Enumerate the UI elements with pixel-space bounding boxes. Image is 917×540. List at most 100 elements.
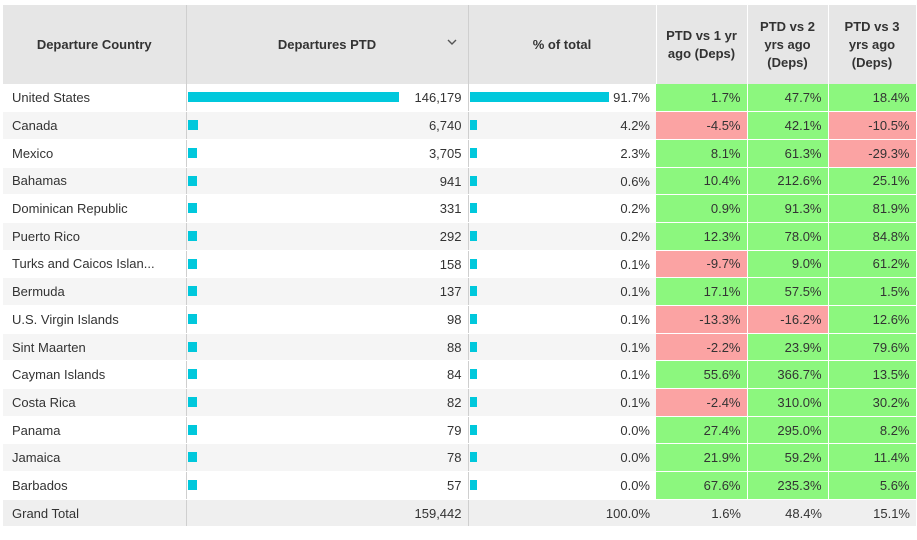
pct-total-value: 0.1%	[620, 256, 650, 272]
table-row[interactable]: Costa Rica 82 0.1% -2.4% 310.0% 30.2%	[3, 388, 917, 417]
grand-total-label: Grand Total	[3, 499, 187, 527]
pct-total-value: 91.7%	[613, 90, 650, 105]
departures-value: 3,705	[428, 145, 462, 161]
departures-cell: 88	[186, 333, 469, 362]
pct-total-bar	[469, 369, 477, 380]
ptd-vs-2yrs-cell: 78.0%	[747, 222, 829, 251]
country-cell: U.S. Virgin Islands	[3, 305, 187, 334]
departures-cell: 3,705	[186, 139, 469, 168]
ptd-vs-3yrs-cell: 84.8%	[828, 222, 917, 251]
table-row[interactable]: Sint Maarten 88 0.1% -2.2% 23.9% 79.6%	[3, 333, 917, 362]
pct-total-cell: 0.1%	[468, 277, 656, 306]
pct-total-bar	[469, 286, 477, 297]
header-ptd-vs-1yr[interactable]: PTD vs 1 yr ago (Deps)	[656, 5, 748, 84]
table-row[interactable]: Barbados 57 0.0% 67.6% 235.3% 5.6%	[3, 471, 917, 500]
departures-bar	[187, 369, 197, 380]
departures-value: 292	[439, 228, 462, 244]
country-cell: Panama	[3, 416, 187, 445]
pct-total-bar	[469, 397, 477, 408]
pct-total-bar	[469, 92, 609, 102]
pct-total-cell: 0.2%	[468, 222, 656, 251]
departures-bar	[187, 92, 399, 102]
ptd-vs-1yr-cell: -2.4%	[656, 388, 748, 417]
departures-bar	[187, 286, 197, 297]
pct-total-cell: 2.3%	[468, 139, 656, 168]
grand-total-vs-3yrs: 15.1%	[828, 499, 916, 527]
pct-total-bar	[469, 258, 477, 269]
departures-cell: 146,179	[186, 84, 469, 113]
pct-total-bar	[469, 175, 477, 186]
table-row[interactable]: Mexico 3,705 2.3% 8.1% 61.3% -29.3%	[3, 139, 917, 168]
pct-total-cell: 0.1%	[468, 305, 656, 334]
table-row[interactable]: Puerto Rico 292 0.2% 12.3% 78.0% 84.8%	[3, 222, 917, 251]
pct-total-cell: 0.6%	[468, 167, 656, 196]
pct-total-bar	[469, 424, 477, 435]
table-row[interactable]: Canada 6,740 4.2% -4.5% 42.1% -10.5%	[3, 111, 917, 140]
table-row[interactable]: Jamaica 78 0.0% 21.9% 59.2% 11.4%	[3, 443, 917, 473]
table-row[interactable]: U.S. Virgin Islands 98 0.1% -13.3% -16.2% 12.…	[3, 305, 917, 334]
pct-total-value: 0.1%	[620, 395, 650, 411]
pct-total-value: 0.0%	[620, 450, 650, 466]
departures-bar	[187, 480, 197, 491]
table-row[interactable]: United States 146,179 91.7% 1.7% 47.7% 18.4%	[3, 84, 917, 113]
table-row[interactable]: Bermuda 137 0.1% 17.1% 57.5% 1.5%	[3, 277, 917, 306]
header-pct-of-total[interactable]: % of total	[468, 5, 657, 84]
ptd-vs-3yrs-cell: 13.5%	[828, 360, 917, 390]
header-departures-label: Departures PTD	[277, 36, 377, 52]
pct-total-cell: 0.1%	[468, 250, 656, 279]
grand-total-departures: 159,442	[186, 499, 469, 527]
departures-cell: 84	[186, 360, 469, 390]
departures-cell: 79	[186, 416, 469, 445]
ptd-vs-1yr-cell: -2.2%	[656, 333, 748, 362]
pct-total-value: 0.1%	[620, 312, 650, 327]
ptd-vs-1yr-cell: -4.5%	[656, 111, 748, 140]
country-cell: Canada	[3, 111, 187, 140]
pct-total-value: 4.2%	[620, 118, 650, 134]
departures-table-container: Departure Country Departures PTD % of to…	[3, 5, 917, 527]
departures-value: 137	[439, 284, 462, 300]
departures-bar	[187, 203, 197, 214]
header-ptd-vs-2yrs[interactable]: PTD vs 2 yrs ago (Deps)	[747, 5, 829, 84]
pct-total-cell: 91.7%	[468, 84, 656, 113]
header-departure-country[interactable]: Departure Country	[3, 5, 187, 84]
country-cell: United States	[3, 84, 187, 113]
ptd-vs-2yrs-cell: 23.9%	[747, 333, 829, 362]
departures-bar	[187, 175, 197, 186]
departures-cell: 292	[186, 222, 469, 251]
departures-cell: 941	[186, 167, 469, 196]
pct-total-bar	[469, 452, 477, 463]
chevron-down-icon[interactable]	[446, 36, 458, 48]
ptd-vs-2yrs-cell: 57.5%	[747, 277, 829, 306]
country-cell: Costa Rica	[3, 388, 187, 417]
ptd-vs-3yrs-cell: 81.9%	[828, 194, 917, 223]
grand-total-pct: 100.0%	[468, 499, 656, 527]
ptd-vs-3yrs-cell: 8.2%	[828, 416, 917, 445]
table-row[interactable]: Cayman Islands 84 0.1% 55.6% 366.7% 13.5%	[3, 360, 917, 390]
pct-total-bar	[469, 230, 477, 241]
ptd-vs-2yrs-cell: 9.0%	[747, 250, 829, 279]
pct-total-cell: 0.0%	[468, 471, 656, 500]
header-departures-ptd[interactable]: Departures PTD	[186, 5, 469, 84]
ptd-vs-2yrs-cell: 47.7%	[747, 84, 829, 113]
pct-total-value: 0.0%	[620, 422, 650, 438]
ptd-vs-3yrs-cell: 61.2%	[828, 250, 917, 279]
header-ptd-vs-3yrs[interactable]: PTD vs 3 yrs ago (Deps)	[828, 5, 917, 84]
table-row[interactable]: Bahamas 941 0.6% 10.4% 212.6% 25.1%	[3, 167, 917, 196]
ptd-vs-3yrs-cell: 18.4%	[828, 84, 917, 113]
ptd-vs-1yr-cell: 27.4%	[656, 416, 748, 445]
table-row[interactable]: Turks and Caicos Islan... 158 0.1% -9.7% 9.0…	[3, 250, 917, 279]
table-row[interactable]: Dominican Republic 331 0.2% 0.9% 91.3% 81.9%	[3, 194, 917, 223]
ptd-vs-3yrs-cell: 25.1%	[828, 167, 917, 196]
pct-total-bar	[469, 147, 477, 158]
ptd-vs-1yr-cell: 1.7%	[656, 84, 748, 113]
table-row[interactable]: Panama 79 0.0% 27.4% 295.0% 8.2%	[3, 416, 917, 445]
grand-total-vs-1yr: 1.6%	[656, 499, 747, 527]
pct-total-value: 0.1%	[620, 284, 650, 300]
departures-cell: 57	[186, 471, 469, 500]
departures-value: 84	[447, 367, 462, 383]
pct-total-cell: 0.1%	[468, 388, 656, 417]
departures-bar	[187, 341, 197, 352]
pct-total-value: 0.2%	[620, 228, 650, 244]
ptd-vs-3yrs-cell: 12.6%	[828, 305, 917, 334]
country-cell: Jamaica	[3, 443, 187, 473]
